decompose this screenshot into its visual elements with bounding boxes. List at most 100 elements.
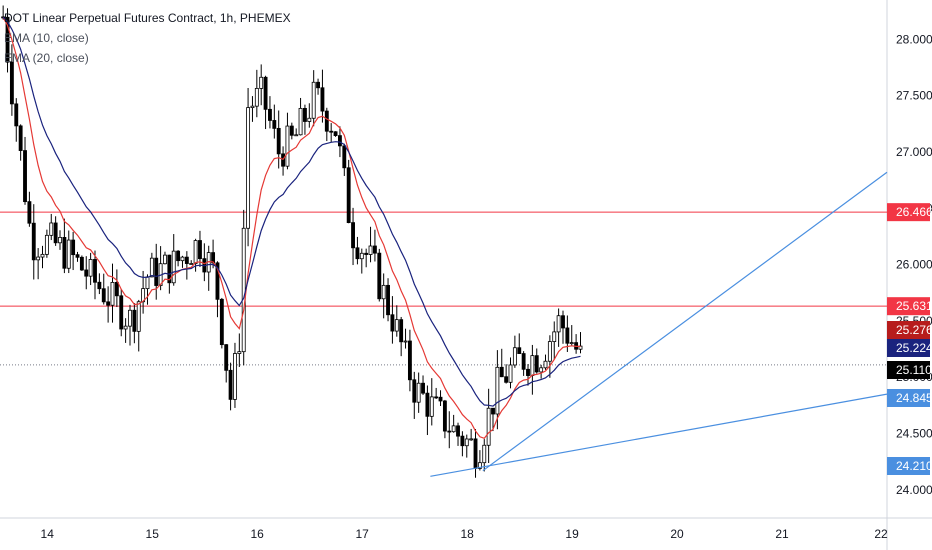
candle-body: [97, 281, 102, 290]
price-tag-label: 25.224: [896, 341, 932, 355]
candle-body: [372, 245, 377, 254]
candle-body: [224, 344, 229, 371]
indicator-ema-20[interactable]: EMA (20, close): [4, 51, 89, 65]
candle-body: [128, 309, 132, 327]
candle-body: [316, 81, 320, 89]
candle-body: [403, 340, 408, 343]
candle-body: [530, 355, 535, 376]
candle-body: [543, 360, 548, 369]
candle-body: [508, 364, 513, 383]
candle-body: [119, 295, 124, 330]
symbol-title[interactable]: DOT Linear Perpetual Futures Contract, 1…: [4, 11, 291, 25]
candle-body: [320, 87, 325, 112]
candle-body: [351, 222, 355, 249]
candle-body: [342, 145, 347, 169]
candle-body: [189, 263, 194, 265]
candle-body: [246, 107, 251, 229]
trendlines[interactable]: [430, 171, 888, 477]
candle-body: [512, 347, 517, 366]
candle-body: [53, 222, 58, 244]
candle-body: [521, 353, 526, 370]
y-tick-label: 24.000: [896, 483, 932, 497]
y-tick-label: 28.000: [896, 32, 932, 46]
candle-body: [215, 262, 220, 300]
candle-body: [324, 110, 329, 132]
y-tick-label: 24.500: [896, 427, 932, 441]
candle-body: [495, 366, 500, 415]
price-tag-bg: [887, 389, 930, 407]
price-tag-label: 25.110: [896, 363, 932, 377]
candle-body: [123, 325, 128, 330]
candle-body: [171, 250, 176, 284]
x-tick-label: 14: [41, 527, 55, 541]
x-tick-label: 22: [874, 527, 888, 541]
candle-body: [101, 288, 106, 303]
candle-body: [40, 253, 45, 258]
candle-body: [276, 127, 281, 155]
x-tick-label: 17: [355, 527, 369, 541]
candle-body: [254, 87, 259, 107]
candle-body: [477, 462, 482, 469]
y-tick-label: 26.000: [896, 258, 932, 272]
candle-body: [114, 281, 119, 297]
candle-body: [565, 327, 570, 344]
candle-body: [307, 117, 312, 122]
candle-body: [149, 257, 154, 278]
candle-body: [460, 435, 465, 447]
candle-body: [31, 222, 36, 261]
candle-body: [88, 259, 93, 277]
candle-body: [228, 369, 233, 400]
x-tick-label: 19: [565, 527, 579, 541]
candle-body: [250, 105, 255, 109]
candle-body: [241, 227, 246, 353]
candle-body: [44, 234, 49, 255]
candle-body: [469, 438, 474, 441]
y-tick-label: 27.000: [896, 145, 932, 159]
price-tag-bg: [887, 339, 930, 357]
candle-body: [377, 252, 382, 300]
candle-body: [36, 256, 41, 261]
candle-body: [294, 134, 299, 137]
candle-body: [561, 315, 565, 329]
candle-body: [337, 135, 342, 147]
time-axis[interactable]: 14 15 16 17 18 19 20 21 22: [41, 527, 888, 541]
price-tag-bg: [887, 297, 930, 316]
candle-body: [482, 444, 487, 464]
candle-body: [154, 257, 159, 286]
indicator-ema-10[interactable]: EMA (10, close): [4, 31, 89, 45]
price-axis[interactable]: 24.00024.50025.00025.50026.00026.50027.0…: [896, 32, 932, 496]
candle-body: [526, 368, 530, 376]
candle-body: [184, 256, 189, 264]
candle-body: [421, 382, 425, 394]
candle-body: [259, 76, 264, 89]
candle-body: [167, 254, 172, 284]
candle-body: [486, 407, 491, 446]
candles: [1, 5, 583, 478]
price-tag-label: 24.845: [896, 391, 932, 405]
candle-body: [163, 254, 167, 265]
price-tags: 26.466 25.631 25.276 25.224 25.110 24.845 24.2…: [887, 203, 932, 475]
candle-body: [176, 250, 181, 262]
x-tick-label: 15: [146, 527, 160, 541]
candle-body: [237, 351, 242, 354]
price-tag-label: 26.466: [896, 205, 932, 219]
candle-body: [442, 400, 447, 432]
candle-body: [106, 301, 111, 306]
candle-body: [84, 269, 89, 277]
candle-body: [180, 256, 185, 262]
candle-body: [145, 276, 150, 290]
candle-body: [534, 355, 539, 373]
candle-body: [233, 353, 237, 400]
candle-body: [547, 341, 552, 362]
candle-body: [364, 252, 369, 255]
candle-body: [451, 425, 456, 433]
candle-body: [412, 379, 417, 403]
candle-body: [447, 430, 452, 433]
horizontal-lines: [0, 211, 887, 366]
candle-body: [281, 153, 286, 167]
candle-body: [434, 396, 439, 399]
candle-body: [14, 103, 19, 127]
candle-body: [438, 396, 443, 402]
